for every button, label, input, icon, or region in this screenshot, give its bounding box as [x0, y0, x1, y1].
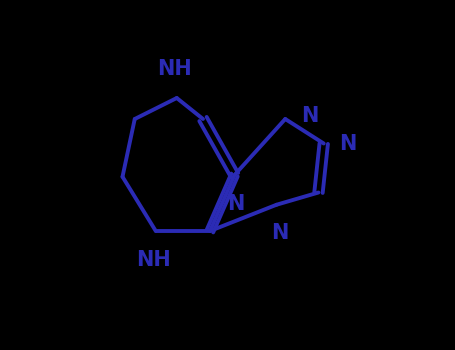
Text: NH: NH — [136, 250, 172, 270]
Text: N: N — [271, 223, 288, 243]
Text: N: N — [301, 105, 318, 126]
Text: N: N — [339, 133, 357, 154]
Text: N: N — [228, 194, 245, 214]
Text: NH: NH — [157, 59, 192, 79]
